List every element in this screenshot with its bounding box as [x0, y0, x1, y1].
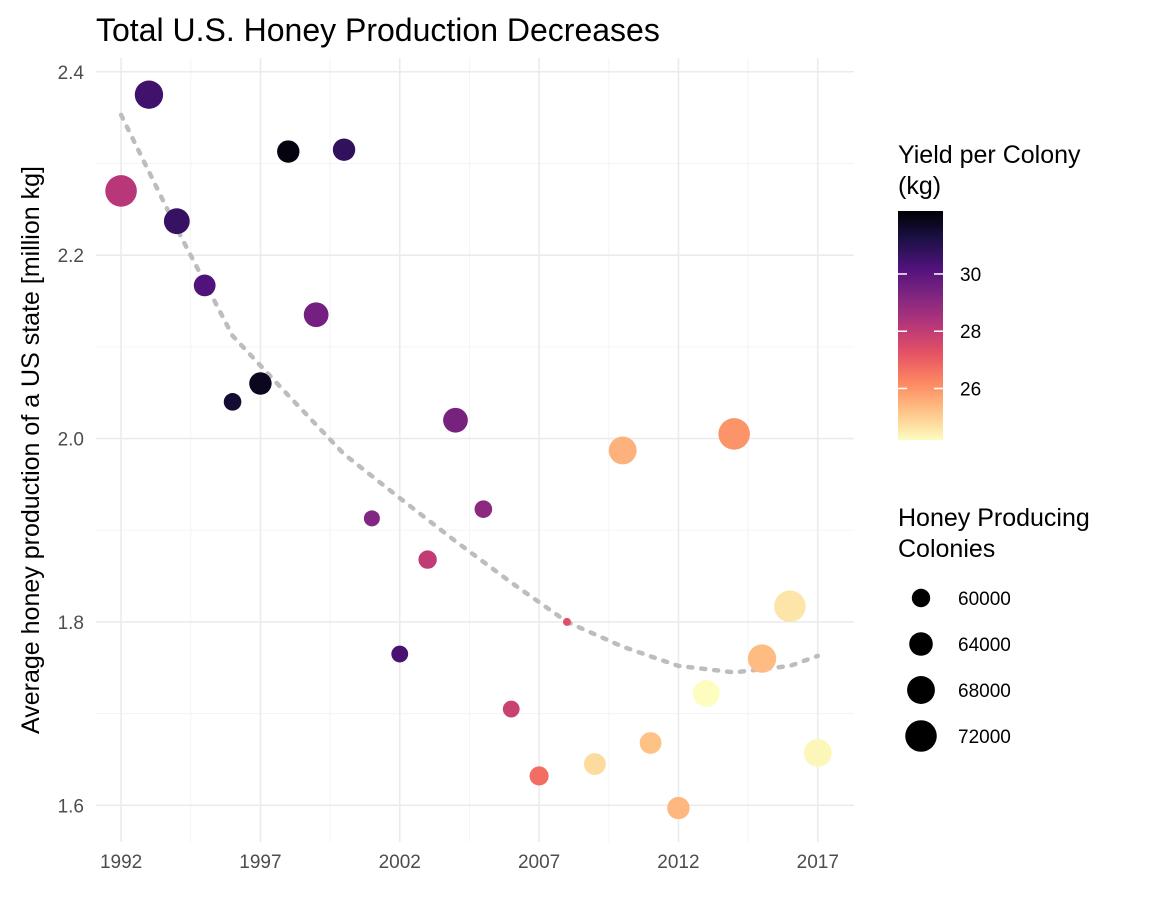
x-tick-label: 2007: [518, 852, 560, 873]
y-tick-label: 2.0: [58, 430, 84, 451]
data-point: [692, 680, 720, 707]
size-legend-key: [911, 588, 931, 608]
data-point: [667, 796, 690, 820]
y-axis-ticks: 1.6 1.8 2.0 2.2 2.4: [58, 63, 85, 818]
size-legend-key: [905, 720, 937, 752]
size-legend-key: [907, 676, 935, 704]
x-tick-label: 1992: [100, 852, 142, 873]
color-legend-title: (kg): [898, 172, 941, 200]
data-point: [639, 732, 662, 754]
data-point: [718, 418, 750, 450]
size-legend: Honey Producing Colonies 60000 64000 68000 72…: [898, 504, 1090, 752]
colorbar-tick-label: 30: [960, 265, 981, 286]
color-legend: Yield per Colony (kg) 26 28 30: [898, 141, 1081, 440]
data-point: [443, 407, 468, 433]
colorbar: [898, 211, 943, 440]
data-point: [774, 590, 806, 623]
size-legend-title: Honey Producing: [898, 504, 1090, 532]
data-point: [562, 617, 571, 626]
data-point: [474, 500, 493, 518]
y-axis-label: Average honey production of a US state […: [17, 166, 45, 734]
data-point: [303, 302, 329, 328]
data-point: [747, 644, 777, 673]
data-point: [163, 208, 190, 235]
data-points: [105, 80, 832, 820]
data-point: [134, 80, 164, 109]
chart-title: Total U.S. Honey Production Decreases: [96, 12, 660, 48]
data-point: [277, 140, 300, 163]
data-point: [332, 138, 356, 161]
y-tick-label: 2.2: [58, 246, 84, 267]
size-legend-title: Colonies: [898, 535, 995, 563]
data-point: [223, 393, 242, 411]
y-tick-label: 1.8: [58, 613, 84, 634]
data-point: [418, 550, 437, 569]
data-point: [193, 274, 216, 297]
x-tick-label: 2012: [657, 852, 699, 873]
data-point: [249, 372, 272, 395]
size-legend-label: 72000: [958, 727, 1011, 748]
trend-path: [118, 112, 821, 675]
size-legend-label: 60000: [958, 589, 1011, 610]
data-point: [608, 436, 637, 465]
x-tick-label: 2002: [379, 852, 421, 873]
colorbar-tick-label: 28: [960, 322, 981, 343]
color-legend-title: Yield per Colony: [898, 141, 1081, 169]
x-tick-label: 1997: [239, 852, 281, 873]
data-point: [502, 700, 520, 718]
x-tick-label: 2017: [797, 852, 839, 873]
y-tick-label: 1.6: [58, 796, 84, 817]
size-legend-key: [909, 632, 933, 656]
data-point: [363, 510, 380, 527]
y-tick-label: 2.4: [58, 63, 85, 84]
plot-grid: [96, 58, 854, 842]
data-point: [391, 645, 409, 663]
data-point: [529, 766, 549, 786]
size-legend-label: 64000: [958, 635, 1011, 656]
colorbar-tick-label: 26: [960, 379, 981, 400]
trend-line: [118, 112, 821, 675]
size-legend-label: 68000: [958, 681, 1011, 702]
x-axis-ticks: 1992 1997 2002 2007 2012 2017: [100, 852, 839, 873]
data-point: [105, 175, 137, 207]
data-point: [803, 739, 832, 767]
data-point: [583, 753, 606, 775]
